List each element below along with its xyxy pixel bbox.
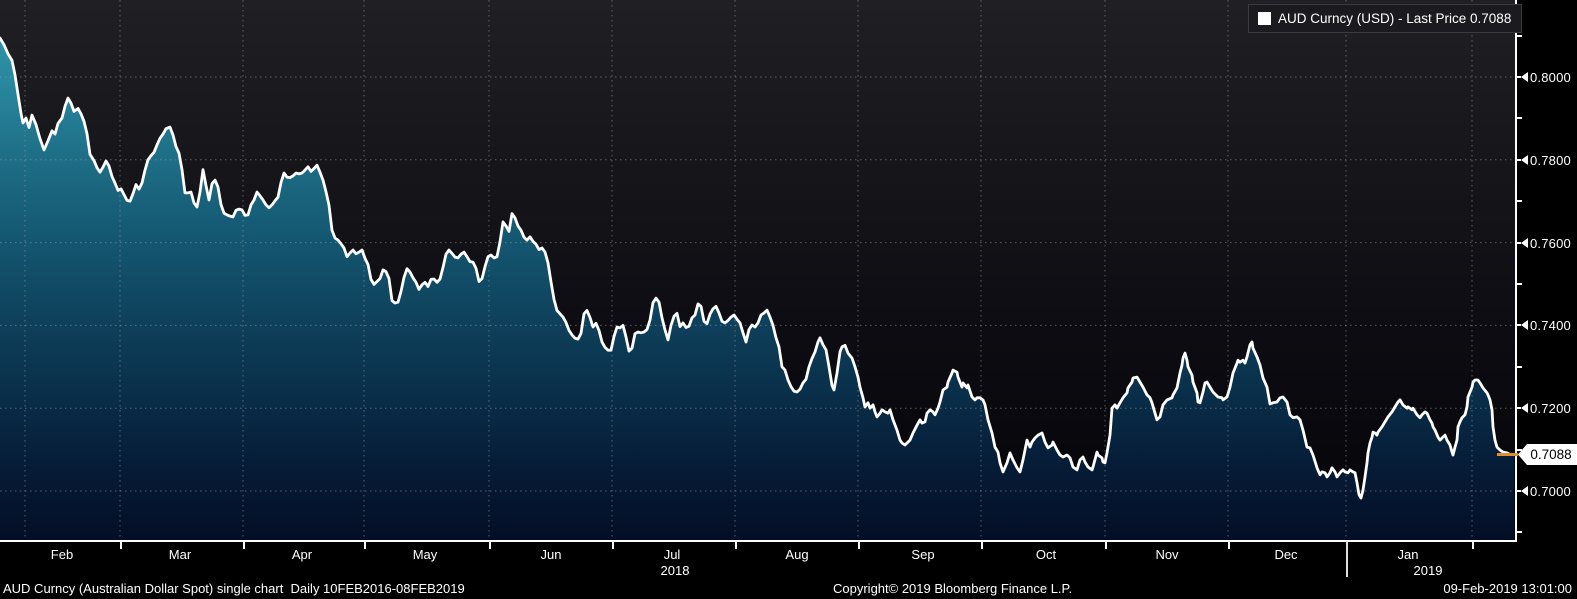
month-label-aug: Aug bbox=[785, 547, 809, 562]
price-tick-value: 0.7800 bbox=[1530, 152, 1571, 168]
month-boundary-tick bbox=[1228, 542, 1230, 549]
price-tick-label: 0.7800 bbox=[1515, 151, 1571, 169]
tick-mark bbox=[1515, 159, 1521, 161]
price-chart-plot[interactable] bbox=[0, 0, 1515, 540]
status-footer: AUD Curncy (Australian Dollar Spot) sing… bbox=[0, 578, 1577, 599]
month-label-oct: Oct bbox=[1035, 547, 1057, 562]
month-boundary-tick bbox=[243, 542, 245, 549]
year-label-2018: 2018 bbox=[660, 563, 690, 578]
price-tick-value: 0.7000 bbox=[1530, 483, 1571, 499]
price-tick-label: 0.7600 bbox=[1515, 234, 1571, 252]
price-tick-label: 0.7000 bbox=[1515, 482, 1571, 500]
month-boundary-tick bbox=[1472, 542, 1474, 549]
timestamp: 09-Feb-2019 13:01:00 bbox=[1443, 581, 1572, 596]
price-tick-value: 0.7200 bbox=[1530, 400, 1571, 416]
time-axis-line bbox=[0, 540, 1517, 542]
copyright-text: Copyright© 2019 Bloomberg Finance L.P. bbox=[833, 581, 1073, 596]
month-label-jan: Jan bbox=[1397, 547, 1419, 562]
month-boundary-tick bbox=[120, 542, 122, 549]
year-label-2019: 2019 bbox=[1413, 563, 1443, 578]
price-minor-tick bbox=[1515, 449, 1522, 451]
price-tick-label: 0.8000 bbox=[1515, 68, 1571, 86]
tick-mark bbox=[1515, 490, 1521, 492]
month-boundary-tick bbox=[489, 542, 491, 549]
price-tick-label: 0.7400 bbox=[1515, 316, 1571, 334]
legend-label: AUD Curncy (USD) - Last Price 0.7088 bbox=[1278, 11, 1512, 26]
price-minor-tick bbox=[1515, 366, 1522, 368]
month-boundary-tick bbox=[364, 542, 366, 549]
price-tick-label: 0.7200 bbox=[1515, 399, 1571, 417]
price-tick-value: 0.7400 bbox=[1530, 317, 1571, 333]
last-price-marker bbox=[1497, 453, 1518, 456]
month-boundary-tick bbox=[981, 542, 983, 549]
month-boundary-tick bbox=[612, 542, 614, 549]
tick-mark bbox=[1515, 407, 1521, 409]
price-minor-tick bbox=[1515, 117, 1522, 119]
month-label-mar: Mar bbox=[168, 547, 192, 562]
chart-legend[interactable]: AUD Curncy (USD) - Last Price 0.7088 bbox=[1248, 4, 1523, 33]
month-boundary-tick bbox=[735, 542, 737, 549]
tick-arrow-icon bbox=[1521, 320, 1528, 330]
last-price-value: 0.7088 bbox=[1530, 447, 1572, 462]
month-boundary-tick bbox=[1105, 542, 1107, 549]
month-label-sep: Sep bbox=[911, 547, 935, 562]
month-label-apr: Apr bbox=[291, 547, 313, 562]
price-tick-value: 0.8000 bbox=[1530, 69, 1571, 85]
chart-description: AUD Curncy (Australian Dollar Spot) sing… bbox=[3, 581, 465, 596]
last-price-tag: 0.7088 bbox=[1518, 444, 1577, 465]
price-minor-tick bbox=[1515, 283, 1522, 285]
month-label-may: May bbox=[412, 547, 438, 562]
price-minor-tick bbox=[1515, 531, 1522, 533]
month-label-feb: Feb bbox=[50, 547, 74, 562]
month-boundary-tick bbox=[858, 542, 860, 549]
price-axis-line bbox=[1515, 0, 1517, 542]
tick-arrow-icon bbox=[1521, 403, 1528, 413]
price-minor-tick bbox=[1515, 35, 1522, 37]
tick-mark bbox=[1515, 324, 1521, 326]
price-minor-tick bbox=[1515, 200, 1522, 202]
tick-arrow-icon bbox=[1521, 486, 1528, 496]
month-label-nov: Nov bbox=[1155, 547, 1179, 562]
tick-arrow-icon bbox=[1521, 238, 1528, 248]
tick-arrow-icon bbox=[1521, 72, 1528, 82]
year-divider-line bbox=[1346, 541, 1348, 577]
legend-swatch-icon bbox=[1258, 12, 1271, 25]
month-label-jun: Jun bbox=[540, 547, 562, 562]
tick-arrow-icon bbox=[1521, 155, 1528, 165]
tick-mark bbox=[1515, 242, 1521, 244]
month-label-jul: Jul bbox=[663, 547, 681, 562]
tick-mark bbox=[1515, 76, 1521, 78]
price-tick-value: 0.7600 bbox=[1530, 235, 1571, 251]
month-label-dec: Dec bbox=[1274, 547, 1298, 562]
